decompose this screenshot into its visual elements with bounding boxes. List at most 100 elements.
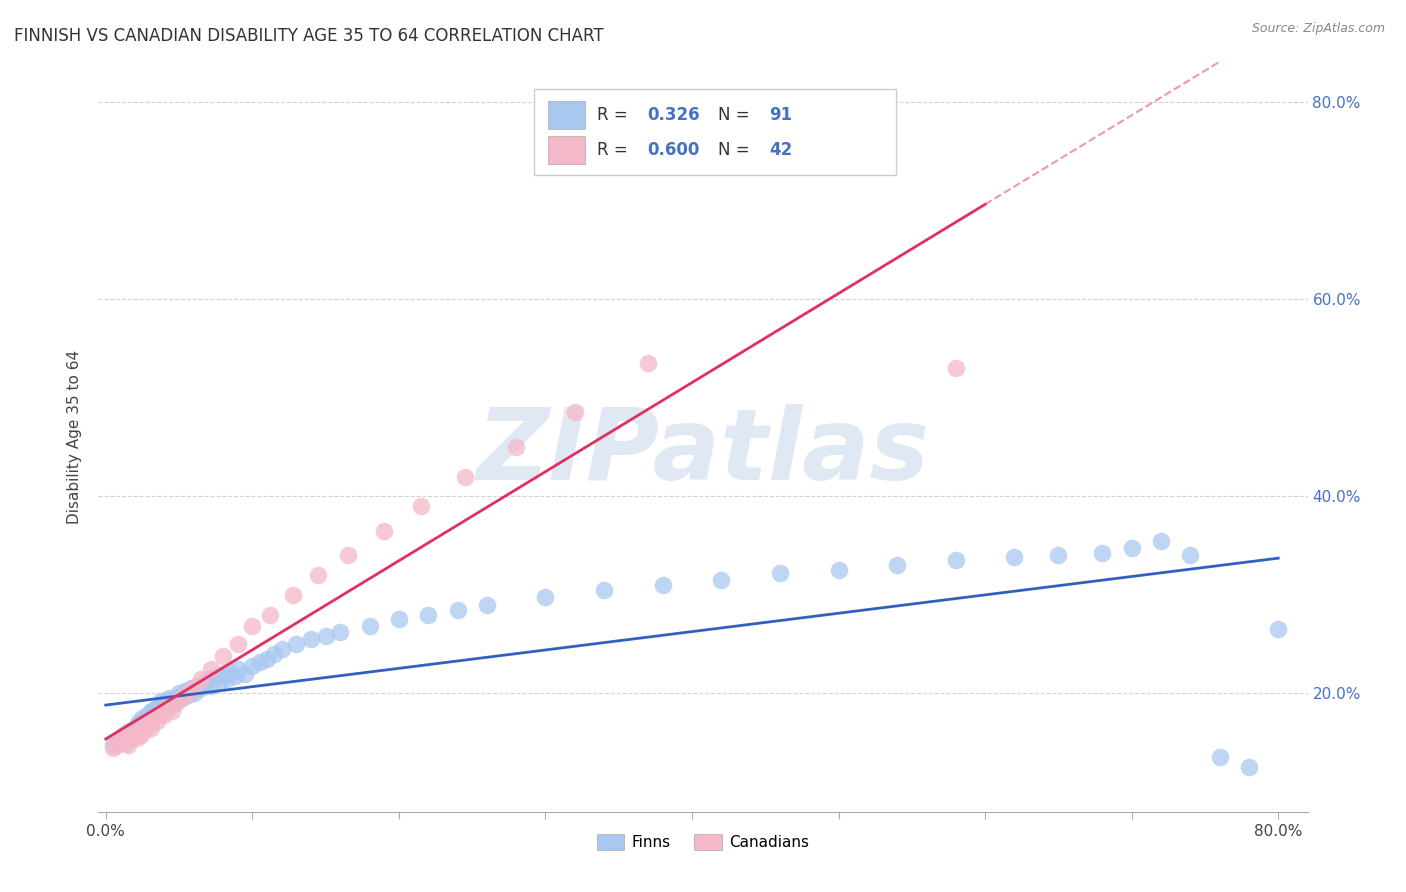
Point [180,681,202,696]
Point [329,625,352,640]
Point [1121,541,1143,555]
Point [256,652,278,666]
Point [1237,760,1260,774]
Point [177,689,200,703]
Point [212,666,235,681]
Point [710,573,733,587]
Point [129,714,152,728]
Point [170,691,193,706]
Point [219,665,242,679]
Point [945,361,967,376]
Point [134,713,156,727]
Point [1208,750,1230,764]
Point [131,716,153,731]
Point [125,731,148,745]
Point [240,619,263,633]
Text: Source: ZipAtlas.com: Source: ZipAtlas.com [1251,22,1385,36]
Point [307,568,329,582]
Point [651,578,673,592]
Point [263,647,285,661]
Point [110,733,132,747]
Point [593,582,616,597]
Point [1267,623,1289,637]
Point [148,698,170,713]
Point [138,716,160,731]
Point [827,563,849,577]
Point [124,721,146,735]
Point [259,607,281,622]
Point [197,672,219,686]
Point [475,598,498,612]
Point [114,736,136,750]
Point [131,711,153,725]
Point [118,728,141,742]
Point [117,726,139,740]
Text: 0.600: 0.600 [647,141,700,159]
Point [240,658,263,673]
Point [224,668,246,682]
Point [122,722,145,736]
Point [121,728,143,742]
Point [138,711,160,725]
Point [129,728,152,742]
Point [177,686,200,700]
Point [127,718,149,732]
Point [186,679,208,693]
Point [194,676,217,690]
Point [136,710,159,724]
Point [409,499,432,513]
Point [285,637,308,651]
Point [446,602,468,616]
Point [204,668,226,682]
Point [637,356,659,370]
Point [1180,549,1202,563]
Point [886,558,908,573]
Point [107,738,129,752]
Text: 42: 42 [769,141,793,159]
Point [142,708,165,723]
FancyBboxPatch shape [548,136,585,164]
Point [156,701,179,715]
Point [217,672,239,686]
Point [945,553,967,567]
FancyBboxPatch shape [534,88,897,175]
Point [141,704,163,718]
Point [162,693,184,707]
Point [132,718,155,732]
Point [135,714,157,728]
Point [131,721,153,735]
Point [143,703,166,717]
Point [101,740,124,755]
Point [183,686,205,700]
Point [121,731,143,745]
Point [117,731,139,745]
Point [132,723,155,738]
Point [226,637,249,651]
Point [1150,533,1173,548]
Point [183,681,205,696]
Point [118,723,141,738]
Point [146,706,169,720]
Point [564,405,586,419]
Point [249,655,271,669]
Point [101,738,124,752]
Point [124,726,146,740]
Point [160,704,183,718]
Point [165,690,187,705]
Point [155,701,177,715]
Point [769,566,792,581]
Point [170,691,193,706]
Text: 0.326: 0.326 [647,106,700,124]
Point [505,440,527,454]
Text: R =: R = [596,106,633,124]
Point [209,674,232,689]
Point [149,706,172,720]
Point [283,588,305,602]
Point [141,721,163,735]
Point [174,684,197,698]
Point [128,721,150,735]
Text: N =: N = [717,141,755,159]
Point [1091,546,1114,560]
Point [149,701,172,715]
Point [388,612,411,626]
